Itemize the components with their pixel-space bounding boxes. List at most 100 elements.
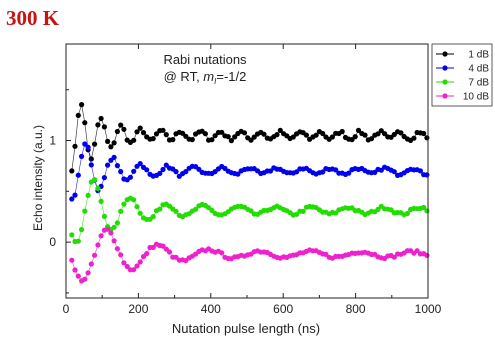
- series-3-point: [121, 260, 127, 266]
- series-0-point: [313, 132, 319, 138]
- series-0-point: [382, 131, 388, 137]
- legend-label-1: 4 dB: [468, 64, 489, 75]
- series-2-point: [300, 208, 306, 214]
- series-2-point: [157, 206, 163, 212]
- x-tick-label: 200: [128, 302, 148, 316]
- title-suffix: =-1/2: [216, 69, 246, 84]
- series-1-point: [183, 169, 189, 175]
- series-3-point: [72, 267, 78, 273]
- y-axis-label: Echo intensity (a.u.): [31, 125, 45, 231]
- temperature-label: 300 K: [6, 6, 60, 30]
- series-0-point: [88, 156, 94, 162]
- series-3-point: [75, 273, 81, 279]
- series-1-point: [101, 175, 107, 181]
- series-1-point: [79, 153, 85, 159]
- series-2-point: [111, 224, 117, 230]
- series-2-point: [404, 210, 410, 217]
- series-0-point: [290, 134, 296, 140]
- series-2-point: [294, 211, 300, 217]
- series-1-point: [320, 169, 326, 175]
- y-tick-label: 0: [49, 235, 56, 249]
- y-tick-label: 1: [49, 134, 56, 148]
- series-0-point: [375, 131, 381, 137]
- legend-marker-2: [442, 79, 448, 85]
- series-0-point: [411, 135, 417, 141]
- series-1-point: [424, 172, 430, 178]
- series-3-point: [88, 261, 94, 267]
- series-0-point: [339, 128, 345, 135]
- series-0-point: [137, 125, 143, 131]
- series-0-point: [134, 129, 140, 135]
- series-3-point: [391, 254, 397, 260]
- series-1-point: [105, 162, 111, 168]
- series-3-point: [69, 257, 75, 263]
- series-2-point: [248, 208, 254, 214]
- legend-marker-0: [442, 51, 448, 57]
- series-2-point: [85, 192, 91, 198]
- series-0-point: [101, 124, 107, 130]
- series-0-point: [108, 144, 114, 150]
- series-2-point: [118, 208, 124, 214]
- series-0-point: [398, 130, 404, 136]
- title-sub: I: [214, 77, 217, 86]
- series-0-point: [98, 115, 104, 122]
- series-1-point: [235, 171, 241, 177]
- series-1-point: [333, 167, 339, 173]
- series-2-point: [421, 204, 427, 211]
- series-0-point: [153, 131, 160, 137]
- series-0-point: [362, 132, 368, 138]
- series-0-point: [118, 122, 124, 128]
- series-0-point: [212, 133, 218, 139]
- series-2-point: [375, 206, 381, 212]
- series-0-point: [75, 112, 81, 118]
- series-0-point: [202, 131, 208, 137]
- x-tick-label: 1000: [415, 302, 442, 316]
- series-3-point: [108, 230, 114, 236]
- series-3-point: [166, 249, 173, 255]
- series-3-point: [124, 263, 130, 270]
- series-1-point: [85, 144, 91, 150]
- series-0-point: [277, 127, 283, 133]
- series-0-point: [69, 168, 75, 174]
- series-0-point: [219, 129, 225, 135]
- series-2-point: [95, 185, 101, 191]
- series-0-point: [189, 137, 195, 143]
- series-3-point: [85, 270, 91, 276]
- series-2-point: [134, 204, 140, 210]
- series-3-point: [144, 251, 150, 257]
- series-3-point: [98, 233, 104, 239]
- series-0-point: [378, 128, 384, 134]
- series-1-point: [196, 166, 202, 172]
- series-1-point: [111, 154, 117, 160]
- series-1-point: [267, 168, 274, 174]
- series-0-point: [92, 141, 98, 147]
- series-0-point: [251, 134, 257, 140]
- title-prefix: @ RT,: [164, 69, 204, 84]
- series-3-point: [134, 263, 140, 269]
- series-2-point: [424, 208, 430, 214]
- series-3-point: [219, 250, 225, 256]
- series-3-point: [95, 242, 101, 248]
- series-0-point: [82, 120, 88, 126]
- series-0-point: [421, 130, 427, 137]
- series-2-point: [131, 197, 137, 203]
- series-0-point: [150, 136, 156, 142]
- series-2-point: [150, 214, 156, 220]
- series-0-point: [241, 130, 248, 136]
- series-2-point: [79, 227, 85, 233]
- title-m: m: [203, 69, 214, 84]
- series-0-point: [72, 143, 78, 149]
- series-1-point: [378, 167, 384, 173]
- series-1-point: [160, 166, 166, 173]
- series-1-point: [114, 163, 120, 169]
- series-1-point: [417, 168, 423, 174]
- series-3-point: [92, 252, 98, 258]
- x-axis-label: Nutation pulse length (ns): [172, 321, 320, 336]
- series-0-point: [329, 134, 335, 140]
- series-3-point: [150, 244, 156, 250]
- series-3-point: [114, 246, 120, 252]
- series-3-point: [414, 248, 420, 254]
- series-1-point: [391, 169, 397, 175]
- series-1-point: [137, 161, 143, 167]
